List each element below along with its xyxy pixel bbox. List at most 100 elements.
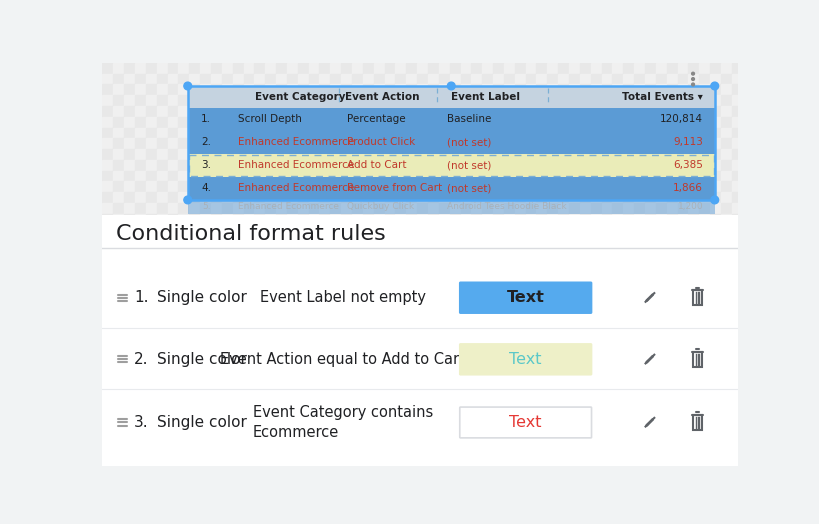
Bar (124, 214, 135, 225)
Bar (265, 203, 276, 214)
Bar (222, 203, 233, 214)
Bar (308, 74, 319, 84)
Bar (676, 171, 688, 181)
Bar (189, 63, 200, 74)
Bar (699, 84, 709, 95)
Text: Event Category: Event Category (255, 92, 346, 102)
Bar (395, 63, 405, 74)
Bar (428, 192, 438, 203)
Bar (709, 74, 720, 84)
Bar (384, 74, 395, 84)
Bar (525, 95, 536, 106)
Bar (189, 203, 200, 214)
Bar (590, 74, 601, 84)
Bar (525, 84, 536, 95)
Bar (579, 117, 590, 127)
Bar (287, 160, 297, 171)
Bar (405, 117, 417, 127)
Bar (384, 63, 395, 74)
Bar (363, 63, 373, 74)
Bar (319, 171, 330, 181)
Bar (666, 181, 676, 192)
Bar (405, 127, 417, 138)
Bar (460, 74, 471, 84)
Bar (135, 74, 146, 84)
Bar (341, 149, 351, 160)
Bar (373, 138, 384, 149)
Bar (547, 171, 558, 181)
Bar (460, 192, 471, 203)
Bar (233, 127, 243, 138)
Bar (384, 106, 395, 117)
Bar (536, 117, 547, 127)
Bar (373, 192, 384, 203)
Bar (709, 171, 720, 181)
Bar (330, 84, 341, 95)
Bar (233, 117, 243, 127)
Text: 2.: 2. (201, 137, 210, 147)
Bar (156, 181, 167, 192)
Bar (113, 171, 124, 181)
Bar (612, 149, 622, 160)
Bar (645, 149, 655, 160)
Bar (471, 138, 482, 149)
Bar (308, 160, 319, 171)
Bar (547, 203, 558, 214)
Bar (254, 171, 265, 181)
Bar (384, 203, 395, 214)
Bar (622, 192, 633, 203)
Bar (395, 181, 405, 192)
Bar (579, 181, 590, 192)
Bar (601, 138, 612, 149)
Bar (666, 138, 676, 149)
Bar (341, 84, 351, 95)
Bar (525, 138, 536, 149)
Bar (460, 203, 471, 214)
Bar (124, 171, 135, 181)
Bar (276, 63, 287, 74)
Bar (471, 84, 482, 95)
Text: 6,385: 6,385 (672, 160, 702, 170)
Bar (731, 214, 742, 225)
Bar (558, 192, 568, 203)
Bar (200, 203, 210, 214)
Bar (179, 74, 189, 84)
Bar (655, 74, 666, 84)
Bar (460, 181, 471, 192)
Bar (156, 171, 167, 181)
Bar (330, 138, 341, 149)
Bar (633, 74, 645, 84)
Bar (622, 171, 633, 181)
Bar (330, 203, 341, 214)
Bar (167, 171, 179, 181)
Text: 3.: 3. (201, 160, 210, 170)
Text: Event Category contains
Ecommerce: Event Category contains Ecommerce (252, 405, 432, 440)
Bar (363, 138, 373, 149)
Bar (601, 63, 612, 74)
Bar (297, 127, 308, 138)
Bar (330, 74, 341, 84)
Bar (504, 84, 514, 95)
Bar (525, 160, 536, 171)
Bar (601, 160, 612, 171)
Bar (297, 203, 308, 214)
Bar (308, 181, 319, 192)
Text: Enhanced Ecommerce: Enhanced Ecommerce (238, 137, 354, 147)
Bar (709, 192, 720, 203)
Bar (504, 171, 514, 181)
Bar (243, 127, 254, 138)
Bar (341, 106, 351, 117)
Bar (417, 63, 428, 74)
Bar (243, 181, 254, 192)
Bar (265, 214, 276, 225)
Bar (124, 106, 135, 117)
Bar (254, 138, 265, 149)
Bar (167, 127, 179, 138)
Bar (720, 74, 731, 84)
Bar (146, 138, 156, 149)
Bar (102, 74, 113, 84)
Bar (514, 63, 525, 74)
Bar (720, 84, 731, 95)
Text: Event Action: Event Action (345, 92, 419, 102)
Bar (676, 117, 688, 127)
